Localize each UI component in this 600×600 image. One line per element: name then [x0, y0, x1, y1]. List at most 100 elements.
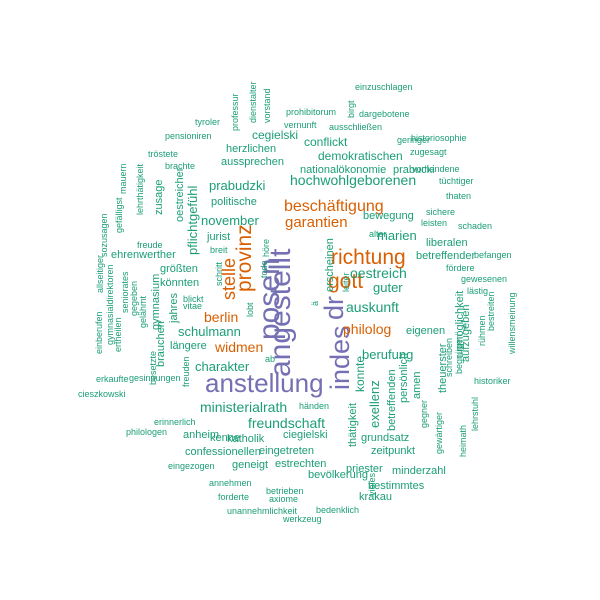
word-ministerialrath: ministerialrath — [200, 399, 287, 415]
word-november: november — [201, 213, 259, 228]
word-größten: größten — [160, 263, 198, 275]
word-eingetreten: eingetreten — [259, 445, 314, 457]
word-zeitpunkt: zeitpunkt — [371, 445, 415, 457]
word-auskunft: auskunft — [346, 299, 399, 315]
word-könnten: könnten — [160, 277, 199, 289]
word-annehmen: annehmen — [209, 478, 252, 488]
word-krakau: krakau — [359, 491, 392, 503]
word-schreiben: schreiben — [444, 338, 454, 377]
word-einzuschlagen: einzuschlagen — [355, 82, 413, 92]
word-prohibitorum: prohibitorum — [286, 107, 336, 117]
word-gewesenen: gewesenen — [461, 274, 507, 284]
word-nationalökonomie: nationalökonomie — [300, 164, 386, 176]
word-lehrthätigkeit: lehrthätigkeit — [135, 163, 145, 215]
word-vitae: vitae — [183, 301, 202, 311]
word-bestimmtes: bestimmtes — [368, 480, 425, 492]
word-thaten: thaten — [446, 191, 471, 201]
word-freude: freude — [137, 240, 163, 250]
word-fördere: fördere — [446, 263, 475, 273]
word-besetzte: besetzte — [148, 351, 158, 385]
word-katholik: katholik — [227, 433, 265, 445]
word-bevölkerung: bevölkerung — [308, 469, 368, 481]
word-seniorates: seniorates — [120, 271, 130, 313]
word-birgt: birgt — [346, 100, 356, 118]
word-tyroler: tyroler — [195, 117, 220, 127]
word-ä: ä — [310, 301, 320, 306]
word-alter: alter — [369, 229, 387, 239]
word-posen: posen — [253, 258, 286, 340]
word-brachte: brachte — [165, 161, 195, 171]
word-professur: professur — [230, 93, 240, 131]
word-historiker: historiker — [474, 376, 511, 386]
word-händen: händen — [299, 401, 329, 411]
word-freundschaft: freundschaft — [248, 415, 325, 431]
word-unmöglichkeit: unmöglichkeit — [454, 291, 466, 358]
word-demokratischen: demokratischen — [318, 149, 403, 163]
word-lobt: lobt — [245, 302, 255, 317]
word-pflichtgefühl: pflichtgefühl — [185, 186, 200, 255]
word-bewegung: bewegung — [363, 210, 414, 222]
word-breit: breit — [210, 245, 228, 255]
word-zusage: zusage — [153, 180, 165, 215]
word-lehrstuhl: lehrstuhl — [470, 397, 480, 431]
word-persönlich: persönlich — [398, 353, 410, 403]
word-aufzugeben: aufzugeben — [460, 305, 472, 363]
word-exellenz: exellenz — [367, 380, 382, 428]
word-thätigkeit: thätigkeit — [347, 403, 359, 447]
word-philolog: philolog — [343, 321, 391, 337]
word-gefälligst: gefälligst — [114, 197, 124, 233]
word-gymnasialdirektoren: gymnasialdirektoren — [105, 264, 115, 345]
word-eingezogen: eingezogen — [168, 461, 215, 471]
word-charakter: charakter — [195, 359, 250, 374]
word-angestellt: angestellt — [264, 248, 297, 377]
word-tüchtiger: tüchtiger — [439, 176, 474, 186]
word-berlin: berlin — [204, 309, 238, 325]
word-geneigt: geneigt — [232, 459, 268, 471]
word-schaden: schaden — [458, 221, 492, 231]
word-anheim: anheim — [183, 429, 219, 441]
word-indes: indes — [325, 325, 355, 390]
word-brauchen: brauchen — [155, 321, 167, 367]
word-höre: höre — [261, 239, 271, 257]
word-erscheinen: erscheinen — [324, 238, 336, 292]
word-freuden: freuden — [181, 356, 191, 387]
word-vorhandene: vorhandene — [412, 164, 460, 174]
word-rühmen: rühmen — [477, 315, 487, 346]
word-schritt: schritt — [214, 261, 224, 286]
word-eigenen: eigenen — [406, 325, 445, 337]
word-stelle: stelle — [219, 258, 239, 300]
word-gelähmt: gelähmt — [138, 295, 148, 328]
word-gymnasium: gymnasium — [150, 274, 162, 330]
word-ertheilen: ertheilen — [113, 317, 123, 352]
word-ausschließen: ausschließen — [329, 122, 382, 132]
word-betreffenden: betreffenden — [386, 369, 398, 431]
word-bedenklich: bedenklich — [316, 505, 359, 515]
word-begnügen: begnügen — [454, 334, 464, 374]
word-beschäftigung: beschäftigung — [284, 198, 384, 215]
word-axiome: axiome — [269, 494, 298, 504]
word-estrechten: estrechten — [275, 458, 326, 470]
word-widmen: widmen — [214, 339, 263, 355]
word-liberalen: liberalen — [426, 237, 468, 249]
word-allseitiger: allseitiger — [95, 255, 105, 293]
word-provinz: provinz — [233, 224, 256, 292]
word-schulmann: schulmann — [178, 324, 241, 339]
word-grundsatz: grundsatz — [361, 432, 409, 444]
word-zugesagt: zugesagt — [410, 147, 447, 157]
word-vieles: vieles — [367, 472, 377, 496]
word-willensmeinung: willensmeinung — [507, 292, 517, 355]
word-längere: längere — [170, 340, 207, 352]
word-cegielski: cegielski — [252, 128, 298, 142]
word-betreffender: betreffender — [416, 250, 475, 262]
word-mauern: mauern — [118, 163, 128, 194]
word-ciegielski: ciegielski — [283, 429, 328, 441]
word-oestreicher: oestreicher — [174, 167, 186, 222]
word-konnte: konnte — [353, 356, 367, 392]
word-gesinnungen: gesinnungen — [129, 373, 181, 383]
word-prabucki: prabucki — [393, 164, 435, 176]
word-politische: politische — [211, 196, 257, 208]
word-blickt: blickt — [183, 294, 204, 304]
word-hochwohlgeborenen: hochwohlgeborenen — [290, 172, 416, 188]
word-erinnerlich: erinnerlich — [154, 417, 196, 427]
